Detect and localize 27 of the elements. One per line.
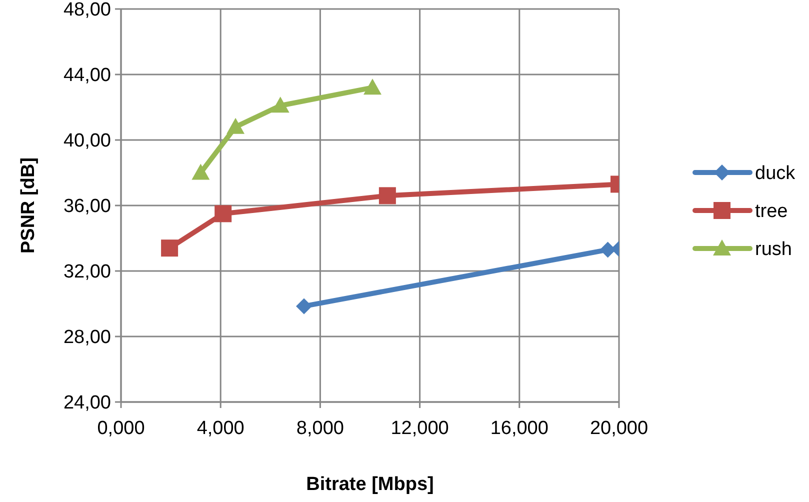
x-tick-label: 20,000 [590, 418, 648, 439]
x-tick-label: 8,000 [296, 418, 344, 439]
point [363, 78, 382, 95]
x-tick-label: 0,000 [97, 418, 145, 439]
point [271, 96, 290, 113]
legend-label: rush [755, 239, 792, 260]
y-axis-title: PSNR [dB] [18, 157, 39, 254]
point [226, 118, 245, 134]
point [214, 205, 232, 222]
y-tick-label: 32,00 [63, 262, 111, 283]
x-axis-title: Bitrate [Mbps] [306, 474, 434, 495]
point [378, 187, 396, 204]
legend-label: tree [755, 201, 788, 222]
y-tick-label: 24,00 [63, 392, 111, 414]
legend-label: duck [755, 163, 796, 184]
y-tick-label: 36,00 [63, 196, 111, 218]
x-tick-label: 12,000 [390, 418, 449, 439]
point [192, 164, 210, 180]
x-tick-label: 16,000 [490, 418, 548, 439]
y-tick-label: 48,00 [63, 0, 111, 21]
x-tick-label: 4,000 [196, 418, 244, 439]
y-tick-label: 28,00 [63, 327, 111, 348]
point [161, 240, 178, 257]
point [296, 298, 312, 314]
y-tick-label: 40,00 [63, 130, 111, 152]
y-tick-label: 44,00 [63, 65, 111, 86]
point [600, 242, 616, 258]
